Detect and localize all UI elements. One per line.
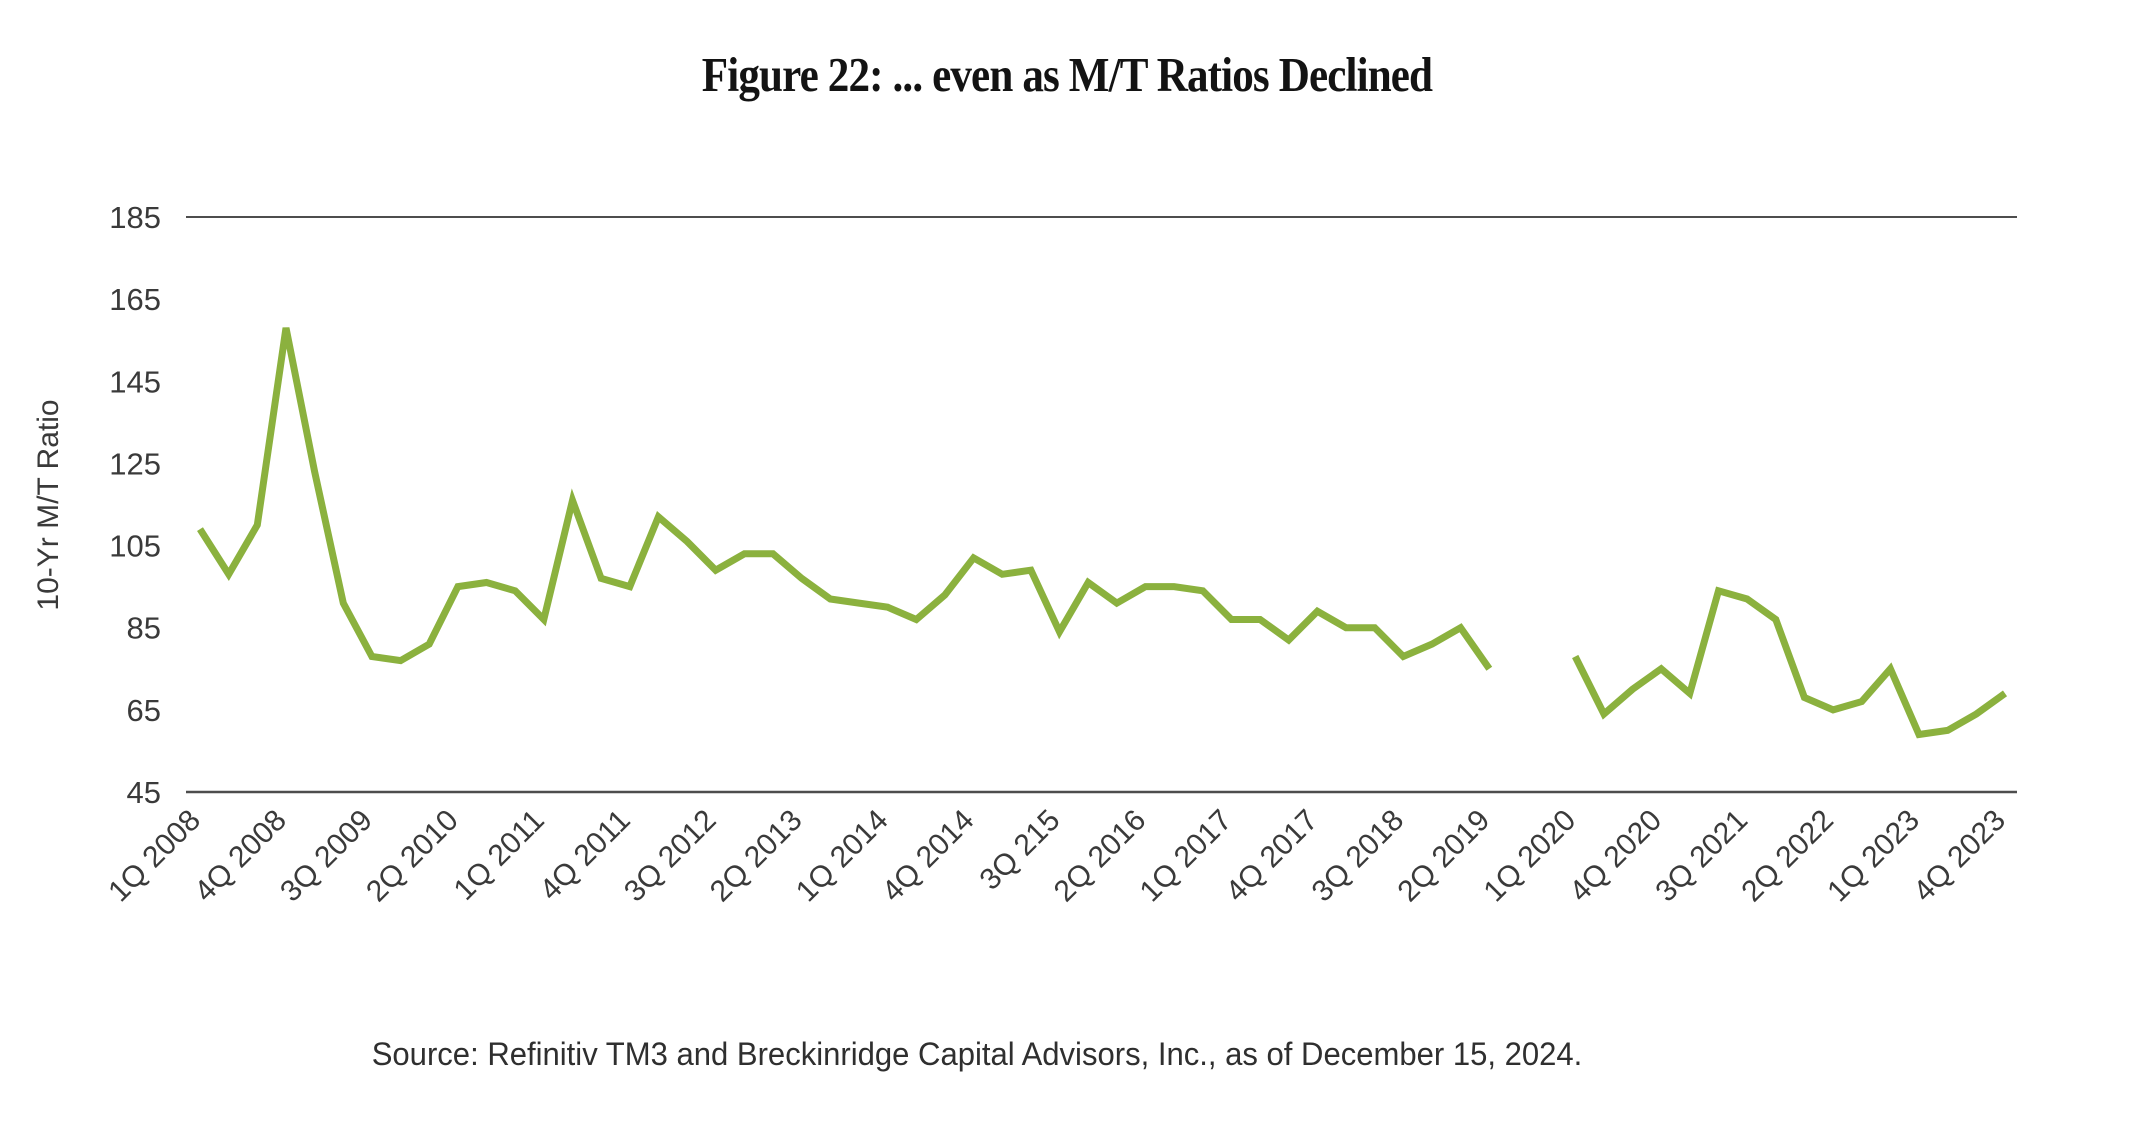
x-tick-label: 1Q 2020 (1477, 804, 1582, 909)
x-tick-label: 4Q 2014 (876, 804, 981, 909)
x-tick-label: 4Q 2011 (534, 804, 637, 907)
x-tick-label: 4Q 2017 (1220, 804, 1325, 909)
x-tick-label: 4Q 2008 (188, 804, 293, 909)
x-tick-label: 3Q 2009 (274, 804, 379, 909)
x-tick-label: 2Q 2010 (360, 804, 465, 909)
x-tick-label: 4Q 2020 (1563, 804, 1668, 909)
chart-title: Figure 22: ... even as M/T Ratios Declin… (0, 46, 2134, 103)
x-tick-label: 2Q 2013 (704, 804, 809, 909)
y-tick-label: 185 (109, 200, 161, 235)
x-tick-label: 1Q 2011 (448, 804, 551, 907)
y-tick-label: 165 (109, 282, 161, 317)
y-tick-label: 125 (109, 446, 161, 481)
source-note-text: Source: Refinitiv TM3 and Breckinridge C… (371, 1036, 1583, 1072)
y-tick-label: 145 (109, 364, 161, 399)
mt-ratio-line-segment (1572, 586, 2008, 739)
x-tick-label: 2Q 2016 (1048, 804, 1153, 909)
x-tick-label: 2Q 2019 (1392, 804, 1497, 909)
y-tick-label: 65 (127, 693, 161, 728)
x-tick-label: 1Q 2023 (1821, 804, 1926, 909)
x-tick-label: 1Q 2017 (1134, 804, 1239, 909)
y-tick-label: 45 (127, 775, 161, 810)
chart-title-text: Figure 22: ... even as M/T Ratios Declin… (701, 47, 1433, 102)
x-tick-label: 2Q 2022 (1735, 804, 1840, 909)
mt-ratio-line-segment (197, 327, 1493, 671)
x-tick-label: 3Q 2021 (1649, 804, 1754, 909)
y-tick-label: 85 (127, 611, 161, 646)
x-tick-label: 3Q 2018 (1306, 804, 1411, 909)
x-tick-label: 1Q 2014 (790, 804, 895, 909)
y-axis-title: 10-Yr M/T Ratio (32, 399, 65, 610)
x-tick-label: 1Q 2008 (102, 804, 207, 909)
y-tick-label: 105 (109, 529, 161, 564)
x-tick-label: 4Q 2023 (1907, 804, 2012, 909)
source-note: Source: Refinitiv TM3 and Breckinridge C… (0, 1036, 2134, 1073)
x-tick-label: 3Q 2012 (618, 804, 723, 909)
